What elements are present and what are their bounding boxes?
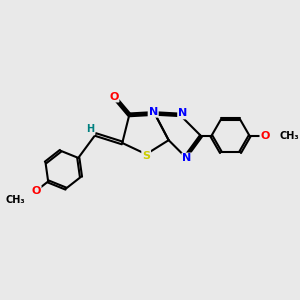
Text: H: H: [86, 124, 94, 134]
Text: O: O: [109, 92, 119, 102]
Text: O: O: [260, 131, 270, 141]
Text: O: O: [31, 186, 41, 196]
Text: S: S: [142, 151, 150, 160]
Text: CH₃: CH₃: [279, 131, 299, 141]
Text: N: N: [182, 153, 192, 164]
Text: CH₃: CH₃: [5, 195, 25, 205]
Text: N: N: [178, 109, 187, 118]
Text: N: N: [148, 107, 158, 117]
